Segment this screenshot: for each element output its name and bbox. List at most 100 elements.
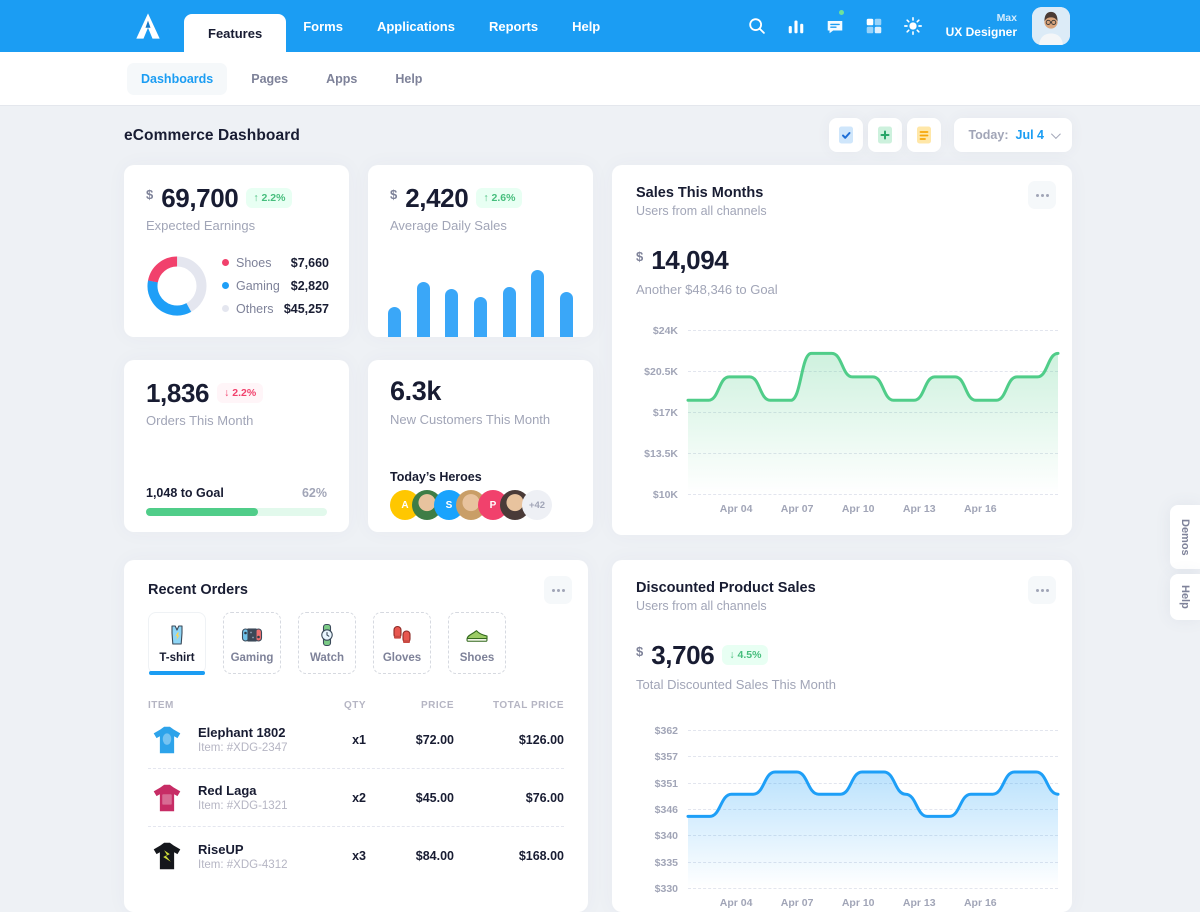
product-name: Red Laga [198, 783, 257, 798]
earnings-label: Expected Earnings [146, 218, 256, 233]
card-sales-this-months: Sales This Months Users from all channel… [612, 165, 1072, 535]
goal-label: 1,048 to Goal [146, 486, 224, 500]
goal-progress-fill [146, 508, 259, 516]
order-row[interactable]: RiseUP Item: #XDG-4312 x3 $84.00 $168.00 [148, 827, 564, 885]
user-meta: Max UX Designer [946, 12, 1017, 40]
legend-row-shoes: Shoes $7,660 [222, 251, 329, 274]
card-expected-earnings: $ 69,700 ↑ 2.2% Expected Earnings Shoes … [124, 165, 349, 337]
y-tick: $362 [654, 725, 678, 737]
product-name: Elephant 1802 [198, 725, 286, 740]
product-code: Item: #XDG-2347 [198, 742, 288, 754]
total-price: $168.00 [518, 849, 564, 863]
nav-item-forms[interactable]: Forms [286, 0, 360, 52]
gaming-icon [241, 628, 263, 642]
app-grid-icon[interactable] [862, 14, 886, 38]
order-row[interactable]: Red Laga Item: #XDG-1321 x2 $45.00 $76.0… [148, 769, 564, 827]
order-row[interactable]: Elephant 1802 Item: #XDG-2347 x1 $72.00 … [148, 711, 564, 769]
tab-gloves[interactable]: Gloves [373, 612, 431, 674]
nav-tab-features[interactable]: Features [184, 14, 287, 52]
discounted-label: Total Discounted Sales This Month [636, 677, 836, 692]
qty: x1 [352, 732, 366, 747]
subnav-item-dashboards[interactable]: Dashboards [127, 62, 228, 95]
x-tick: Apr 16 [963, 897, 997, 909]
subnav-item-help[interactable]: Help [395, 71, 423, 86]
tshirt-icon [171, 625, 183, 645]
theme-sun-icon[interactable] [901, 14, 925, 38]
nav-item-help[interactable]: Help [555, 0, 617, 52]
nav-label: Features [208, 25, 263, 41]
currency-sign: $ [390, 187, 398, 202]
trend-badge-down: ↓ 4.5% [722, 645, 769, 665]
tab-watch[interactable]: Watch [298, 612, 356, 674]
more-options-button[interactable] [1028, 181, 1056, 209]
bar [473, 296, 487, 337]
line-chart-svg [686, 770, 1060, 888]
doc-add-icon[interactable] [868, 118, 903, 152]
more-options-button[interactable] [544, 576, 572, 604]
stats-bars-icon[interactable] [784, 14, 808, 38]
x-axis-labels: Apr 04 Apr 07 Apr 10 Apr 13 Apr 16 [688, 897, 1058, 911]
side-tab-help[interactable]: Help [1170, 574, 1200, 620]
logo-icon [136, 13, 160, 39]
user-role: UX Designer [945, 25, 1017, 40]
legend-dot [222, 305, 229, 312]
orders-value: 1,836 [146, 378, 210, 408]
product-image [148, 837, 186, 875]
discounted-value: 3,706 [651, 640, 715, 670]
orders-label: Orders This Month [146, 413, 254, 428]
legend-value: $7,660 [290, 255, 329, 270]
subnav-item-apps[interactable]: Apps [326, 71, 358, 86]
y-tick: $346 [654, 804, 678, 816]
search-icon[interactable] [745, 14, 769, 38]
date-filter[interactable]: Today: Jul 4 [954, 118, 1072, 152]
goal-row: 1,048 to Goal 62% [146, 486, 327, 500]
topbar-actions: Max UX Designer [745, 0, 1070, 52]
x-tick: Apr 13 [902, 897, 936, 909]
chevron-down-icon [1050, 128, 1061, 139]
user-avatar[interactable] [1032, 7, 1070, 45]
tab-label: Shoes [459, 652, 495, 664]
goal-percent: 62% [301, 486, 327, 500]
nav-item-reports[interactable]: Reports [472, 0, 555, 52]
page-title: eCommerce Dashboard [124, 127, 300, 144]
card-new-customers: 6.3k New Customers This Month Today’s He… [368, 360, 593, 532]
ellipsis-icon [1035, 193, 1049, 197]
sales-value: 14,094 [651, 245, 729, 275]
total-price: $76.00 [525, 790, 564, 805]
currency-sign: $ [636, 249, 644, 264]
bar [445, 289, 459, 337]
y-tick: $24K [652, 325, 678, 337]
ellipsis-icon [551, 588, 565, 592]
category-tabs: T-shirt Gaming Watch Gloves Shoes [148, 612, 564, 675]
tab-gaming[interactable]: Gaming [223, 612, 281, 674]
qty: x2 [352, 790, 366, 805]
x-axis-labels: Apr 04 Apr 07 Apr 10 Apr 13 Apr 16 [688, 503, 1058, 517]
messages-icon[interactable] [823, 10, 847, 38]
product-name: RiseUP [198, 841, 244, 857]
y-tick: $357 [654, 751, 678, 764]
legend-label: Others [236, 301, 274, 316]
nav-item-applications[interactable]: Applications [360, 0, 472, 52]
subnav-item-pages[interactable]: Pages [251, 71, 289, 86]
legend-value: $45,257 [283, 301, 329, 316]
trend-badge-up: ↑ 2.2% [246, 188, 293, 208]
more-options-button[interactable] [1028, 576, 1056, 604]
line-chart-svg [686, 351, 1060, 494]
tab-tshirt[interactable]: T-shirt [148, 612, 206, 675]
x-tick: Apr 16 [963, 503, 997, 515]
daily-sales-label: Average Daily Sales [390, 218, 507, 233]
y-tick: $351 [654, 777, 678, 790]
card-discounted-product-sales: Discounted Product Sales Users from all … [612, 560, 1072, 912]
date-value: Jul 4 [1015, 128, 1045, 142]
x-tick: Apr 04 [719, 897, 753, 909]
side-tab-demos[interactable]: Demos [1170, 505, 1200, 569]
customers-label: New Customers This Month [390, 412, 551, 427]
doc-check-icon[interactable] [829, 118, 864, 152]
app-logo[interactable] [130, 10, 166, 42]
mini-bar-chart [388, 262, 573, 337]
earnings-breakdown: Shoes $7,660 Gaming $2,820 Others $45,25… [146, 251, 329, 320]
hero-avatar-more[interactable]: +42 [522, 490, 552, 520]
doc-notes-icon[interactable] [907, 118, 942, 152]
tab-shoes[interactable]: Shoes [448, 612, 506, 674]
